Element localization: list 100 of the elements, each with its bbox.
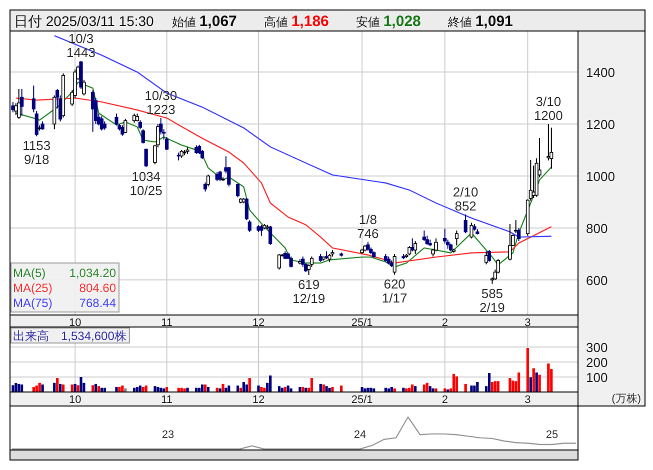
bar [325,386,328,392]
x-tick-label: 23 [162,429,174,441]
text: MA(25) 804.60 [13,281,116,295]
y-axis-title: (万株) [612,392,641,405]
annotation: 1034 10/25 [130,169,162,198]
bar [496,381,500,392]
bar [242,382,246,392]
y-tick-label: 800 [586,220,608,236]
bar [56,378,59,392]
bar [286,386,290,392]
bar [12,385,14,392]
bar [535,372,538,392]
y-tick-label: 1200 [586,117,615,132]
bar [473,386,476,392]
annotation: 585 2/19 [480,286,505,315]
bar [35,386,38,392]
bar [186,388,189,392]
y-tick-label: 1000 [586,168,615,184]
bar [488,373,491,392]
bar [70,384,74,392]
x-tick-label: 2 [442,317,448,329]
text: 終値 1,091 [447,13,513,30]
bar [144,386,148,392]
bar [310,378,314,392]
bar [138,386,142,392]
bar [360,387,364,392]
annotation: 10/3 1443 [66,30,96,60]
bar [224,388,228,392]
bar [494,381,496,392]
bar [455,376,458,392]
bar [364,388,366,392]
bar [222,384,224,392]
annotation: 620 1/17 [382,276,408,306]
annotation: 3/10 1200 [534,94,563,124]
bar [290,388,292,392]
bar [121,386,124,392]
bar [257,386,260,392]
bar [432,388,434,392]
bar [529,377,532,392]
bar [538,374,541,392]
x-tick-label: 24 [354,429,366,441]
bar [411,384,414,392]
chart-title: 出来高 1,534,600株 [13,329,126,343]
y-tick-label: 200 [586,354,608,370]
bar [154,386,156,392]
annotation: 2/10 852 [452,184,478,214]
x-tick-label: 25/1 [351,394,373,406]
bar [218,388,222,392]
bar [62,384,65,392]
bar [428,386,432,392]
text: 安値 1,028 [356,13,421,30]
bar [41,384,44,392]
x-tick-label: 3 [524,394,531,406]
bar [92,385,94,392]
bar [260,387,263,392]
text: 高値 1,186 [264,13,329,30]
bar [476,382,479,392]
text: MA(5) 1,034.20 [13,266,116,280]
bar [200,384,204,392]
x-tick-label: 10 [68,394,82,406]
bar [452,374,456,392]
bar [532,368,535,392]
bar [518,372,520,392]
bar [236,386,240,392]
bar [248,378,251,392]
bar [340,386,343,392]
bar [402,388,405,392]
bar [414,386,417,392]
bar [97,386,100,392]
bar [80,376,82,392]
x-tick-label: 11 [161,394,173,406]
bar [183,388,186,392]
text: MA(75) 768.44 [13,296,116,310]
bar [245,384,248,392]
bar [76,385,80,392]
x-tick-label: 2 [442,394,448,406]
bar [118,387,121,392]
bar [547,363,550,392]
x-tick-label: 25 [546,429,558,441]
x-tick-label: 25/1 [351,317,373,329]
bar [14,382,18,392]
annotation: 619 12/19 [292,276,326,306]
y-tick-label: 1400 [586,65,615,80]
bar [278,386,281,392]
bar [322,384,325,392]
annotation: 1153 9/18 [22,138,51,168]
x-tick-label: 12 [252,317,265,329]
bar [331,387,334,392]
x-tick-label: 3 [524,317,531,329]
annotation: 1/8 746 [357,212,379,241]
bar [115,387,118,392]
bar [328,388,331,392]
bar [20,384,24,392]
bar [434,388,438,392]
bar [228,386,230,392]
bar [512,380,514,392]
bar [508,378,512,392]
bar [204,384,207,392]
chart-title: 日付 2025/03/11 15:30 [14,13,154,29]
text: 始値 1,067 [172,13,237,30]
